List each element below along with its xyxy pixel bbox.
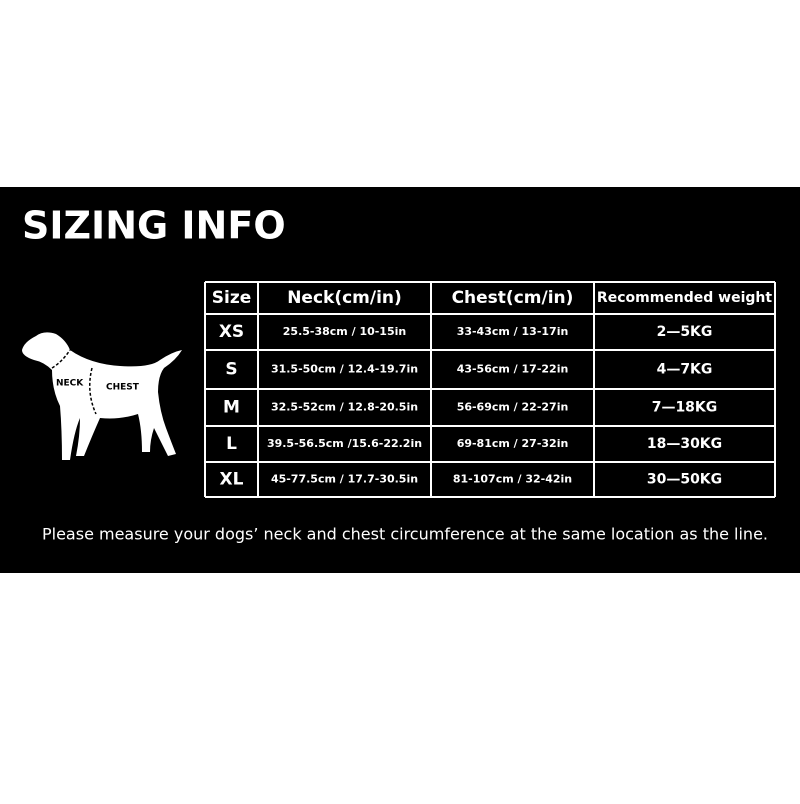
table-cell: 4—7KG [657, 362, 713, 378]
table-cell: XS [219, 322, 244, 342]
table-cell: XL [220, 470, 244, 490]
footnote: Please measure your dogs’ neck and chest… [42, 525, 768, 544]
table-cell: 30—50KG [647, 472, 722, 488]
column-header: Neck(cm/in) [287, 288, 402, 308]
table-cell: 32.5-52cm / 12.8-20.5in [271, 401, 418, 414]
table-cell: M [223, 398, 240, 418]
column-header: Recommended weight [597, 290, 772, 306]
chest-label: CHEST [106, 383, 140, 393]
dog-illustration: NECK CHEST [22, 332, 182, 460]
neck-label: NECK [56, 379, 84, 389]
table-cell: 45-77.5cm / 17.7-30.5in [271, 473, 418, 486]
column-header: Size [212, 288, 252, 308]
table-cell: 81-107cm / 32-42in [453, 473, 572, 486]
table-cell: 43-56cm / 17-22in [457, 363, 569, 376]
table-cell: 25.5-38cm / 10-15in [283, 325, 406, 338]
title: SIZING INFO [22, 204, 286, 248]
table-cell: 69-81cm / 27-32in [457, 437, 569, 450]
table-cell: 2—5KG [657, 324, 713, 340]
table-cell: 39.5-56.5cm /15.6-22.2in [267, 437, 422, 450]
table-cell: S [225, 360, 237, 380]
table-cell: 56-69cm / 22-27in [457, 401, 569, 414]
table-cell: 18—30KG [647, 436, 722, 452]
size-table: Size Neck(cm/in) Chest(cm/in) Recommended w… [204, 281, 776, 498]
column-header: Chest(cm/in) [452, 288, 574, 308]
table-cell: L [226, 434, 237, 454]
table-cell: 31.5-50cm / 12.4-19.7in [271, 363, 418, 376]
table-cell: 33-43cm / 13-17in [457, 325, 569, 338]
table-cell: 7—18KG [652, 400, 718, 416]
